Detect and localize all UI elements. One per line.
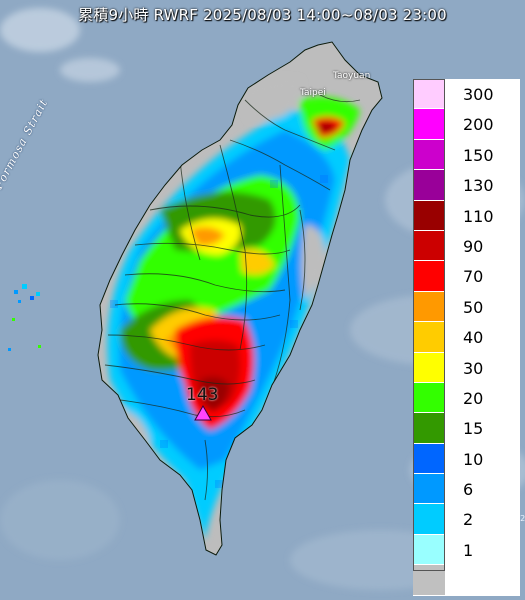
island-outline	[97, 41, 383, 556]
legend-label: 130	[463, 176, 494, 196]
legend-swatch	[413, 504, 445, 535]
legend-swatch	[413, 200, 445, 231]
legend-swatch	[413, 139, 445, 171]
legend-label: 150	[463, 145, 494, 165]
penghu-islands	[8, 284, 41, 351]
legend-row: 2	[413, 504, 520, 535]
legend-swatch	[413, 322, 445, 353]
legend-row: 50	[413, 291, 520, 323]
legend-swatch	[413, 565, 445, 596]
legend-label: 10	[463, 449, 484, 469]
legend-row: 6	[413, 474, 520, 505]
legend-swatch	[413, 443, 445, 475]
legend-label: 1	[463, 540, 474, 560]
legend-row: 130	[413, 170, 520, 201]
corner-mark: 12	[515, 514, 525, 523]
legend-swatch	[413, 291, 445, 323]
rainfall-legend: 300 200 150 130 110 90 70 50 40 30 20 15 10 6 2 1	[413, 79, 520, 596]
legend-label: 15	[463, 419, 484, 439]
legend-swatch	[413, 230, 445, 262]
legend-row: 40	[413, 322, 520, 353]
place-label-taoyuan: Taoyuan	[333, 71, 371, 81]
legend-label: 90	[463, 236, 484, 256]
legend-label: 40	[463, 328, 484, 348]
max-rainfall-value: 143	[186, 385, 219, 405]
legend-label: 110	[463, 206, 494, 226]
legend-row: 300	[413, 79, 520, 110]
legend-swatch	[413, 534, 445, 566]
map-title: 累積9小時 RWRF 2025/08/03 14:00~08/03 23:00	[78, 6, 447, 24]
legend-row: 15	[413, 413, 520, 444]
legend-row: 30	[413, 352, 520, 383]
legend-label: 6	[463, 480, 474, 500]
legend-label: 20	[463, 388, 484, 408]
legend-row: 20	[413, 382, 520, 414]
boundary-lines	[104, 94, 361, 501]
legend-swatch	[413, 261, 445, 292]
legend-row: 10	[413, 443, 520, 475]
legend-label: 50	[463, 297, 484, 317]
place-label-taipei: Taipei	[300, 88, 326, 98]
legend-swatch	[413, 413, 445, 444]
legend-row: 1	[413, 534, 520, 566]
legend-swatch	[413, 352, 445, 383]
legend-label: 200	[463, 115, 494, 135]
legend-swatch	[413, 170, 445, 201]
legend-label: 300	[463, 85, 494, 104]
triangle-max-icon	[194, 405, 212, 421]
legend-swatch	[413, 382, 445, 414]
legend-label: 70	[463, 267, 484, 287]
legend-swatch	[413, 109, 445, 140]
legend-row: 90	[413, 230, 520, 262]
legend-swatch	[413, 474, 445, 505]
legend-row: 150	[413, 139, 520, 171]
legend-row: 110	[413, 200, 520, 231]
legend-swatch	[413, 79, 445, 110]
legend-label: 2	[463, 510, 474, 530]
legend-row: 70	[413, 261, 520, 292]
legend-row	[413, 565, 520, 596]
legend-row: 200	[413, 109, 520, 140]
legend-label: 30	[463, 358, 484, 378]
